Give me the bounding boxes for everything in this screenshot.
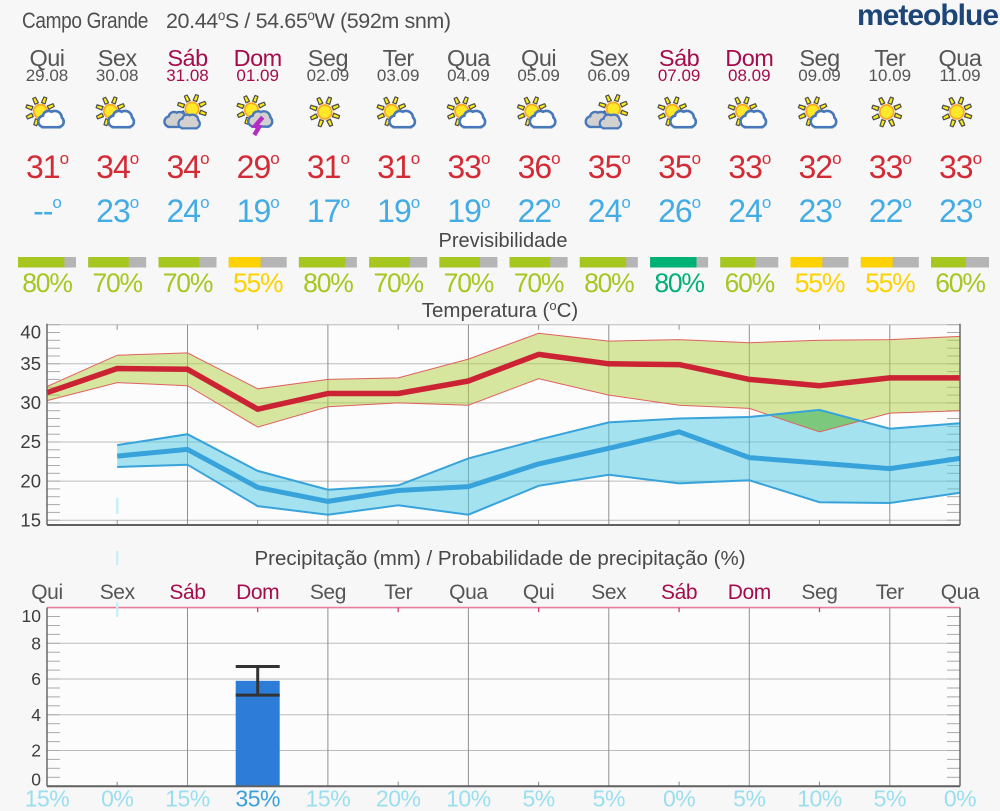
svg-text:Ter: Ter <box>384 581 412 604</box>
svg-text:15%: 15% <box>306 786 351 811</box>
svg-text:70%: 70% <box>163 268 213 298</box>
svg-text:29.08: 29.08 <box>26 66 69 85</box>
svg-text:Dom: Dom <box>725 45 773 71</box>
svg-text:Seg: Seg <box>310 581 346 604</box>
svg-text:15: 15 <box>20 509 41 530</box>
svg-text:Sex: Sex <box>589 45 629 71</box>
svg-text:Dom: Dom <box>234 45 282 71</box>
svg-text:Qui: Qui <box>29 45 64 71</box>
svg-text:5%: 5% <box>593 786 625 811</box>
svg-text:Qua: Qua <box>447 45 491 71</box>
svg-text:30.08: 30.08 <box>96 66 139 85</box>
svg-text:60%: 60% <box>725 268 775 298</box>
svg-text:31o: 31o <box>377 149 420 185</box>
svg-text:80%: 80% <box>654 268 704 298</box>
svg-text:Sáb: Sáb <box>659 45 700 71</box>
svg-text:34o: 34o <box>96 149 139 185</box>
svg-text:23o: 23o <box>939 193 982 229</box>
svg-text:0%: 0% <box>944 786 976 811</box>
svg-text:Qua: Qua <box>941 581 980 604</box>
svg-text:06.09: 06.09 <box>588 66 631 85</box>
svg-text:Seg: Seg <box>799 45 839 71</box>
svg-text:80%: 80% <box>584 268 634 298</box>
svg-text:0%: 0% <box>663 786 695 811</box>
svg-text:70%: 70% <box>92 268 142 298</box>
svg-text:0%: 0% <box>101 786 133 811</box>
svg-text:Sáb: Sáb <box>169 581 205 604</box>
svg-text:5%: 5% <box>733 786 765 811</box>
svg-text:08.09: 08.09 <box>728 66 771 85</box>
svg-text:35%: 35% <box>235 786 280 811</box>
svg-text:Sex: Sex <box>591 581 627 604</box>
svg-text:02.09: 02.09 <box>307 66 350 85</box>
svg-text:70%: 70% <box>444 268 494 298</box>
svg-text:11.09: 11.09 <box>939 66 980 85</box>
svg-text:Sáb: Sáb <box>167 45 208 71</box>
svg-text:35: 35 <box>20 353 41 374</box>
svg-text:19o: 19o <box>377 193 420 229</box>
svg-text:5%: 5% <box>874 786 906 811</box>
svg-text:meteoblue: meteoblue <box>857 0 998 32</box>
svg-text:20%: 20% <box>376 786 421 811</box>
svg-text:03.09: 03.09 <box>377 66 420 85</box>
svg-text:04.09: 04.09 <box>447 66 490 85</box>
svg-text:8: 8 <box>31 633 41 653</box>
svg-text:Ter: Ter <box>876 581 904 604</box>
svg-text:80%: 80% <box>22 268 72 298</box>
svg-text:Qua: Qua <box>449 581 488 604</box>
svg-text:10%: 10% <box>446 786 491 811</box>
svg-text:05.09: 05.09 <box>517 66 560 85</box>
svg-text:31.08: 31.08 <box>166 66 209 85</box>
svg-text:Qua: Qua <box>939 45 983 71</box>
svg-text:25: 25 <box>20 431 41 452</box>
svg-text:15%: 15% <box>165 786 210 811</box>
svg-text:Seg: Seg <box>308 45 348 71</box>
svg-text:Sex: Sex <box>100 581 136 604</box>
svg-text:5%: 5% <box>522 786 554 811</box>
svg-text:Dom: Dom <box>236 581 279 604</box>
svg-text:55%: 55% <box>865 268 915 298</box>
svg-text:01.09: 01.09 <box>236 66 279 85</box>
svg-text:0: 0 <box>31 769 41 789</box>
svg-text:2: 2 <box>31 741 41 761</box>
svg-text:Precipitação (mm) / Probabilid: Precipitação (mm) / Probabilidade de pre… <box>254 547 745 570</box>
svg-text:Campo Grande: Campo Grande <box>22 8 148 33</box>
svg-text:Qui: Qui <box>521 45 556 71</box>
svg-text:Ter: Ter <box>383 45 415 71</box>
svg-text:07.09: 07.09 <box>658 66 701 85</box>
svg-text:Dom: Dom <box>728 581 771 604</box>
svg-text:80%: 80% <box>303 268 353 298</box>
svg-text:Previsibilidade: Previsibilidade <box>439 230 568 252</box>
svg-text:30: 30 <box>20 392 41 413</box>
svg-text:29o: 29o <box>237 149 280 185</box>
svg-text:6: 6 <box>31 669 41 689</box>
svg-text:Sex: Sex <box>98 45 138 71</box>
svg-text:Sáb: Sáb <box>661 581 697 604</box>
svg-text:Qui: Qui <box>31 581 62 604</box>
svg-text:Qui: Qui <box>523 581 554 604</box>
svg-text:10%: 10% <box>797 786 842 811</box>
svg-text:10: 10 <box>22 606 42 626</box>
svg-text:40: 40 <box>20 322 41 343</box>
svg-text:70%: 70% <box>514 268 564 298</box>
svg-text:4: 4 <box>31 705 41 725</box>
svg-text:55%: 55% <box>795 268 845 298</box>
svg-text:Seg: Seg <box>801 581 837 604</box>
svg-text:20: 20 <box>20 470 41 491</box>
svg-text:09.09: 09.09 <box>798 66 841 85</box>
svg-text:Temperatura (oC): Temperatura (oC) <box>422 298 578 322</box>
svg-text:70%: 70% <box>373 268 423 298</box>
svg-text:10.09: 10.09 <box>869 66 912 85</box>
svg-text:55%: 55% <box>233 268 283 298</box>
svg-text:Ter: Ter <box>874 45 906 71</box>
svg-text:15%: 15% <box>25 786 70 811</box>
svg-text:20.44oS / 54.65oW (592m snm): 20.44oS / 54.65oW (592m snm) <box>166 8 451 33</box>
svg-text:60%: 60% <box>935 268 985 298</box>
